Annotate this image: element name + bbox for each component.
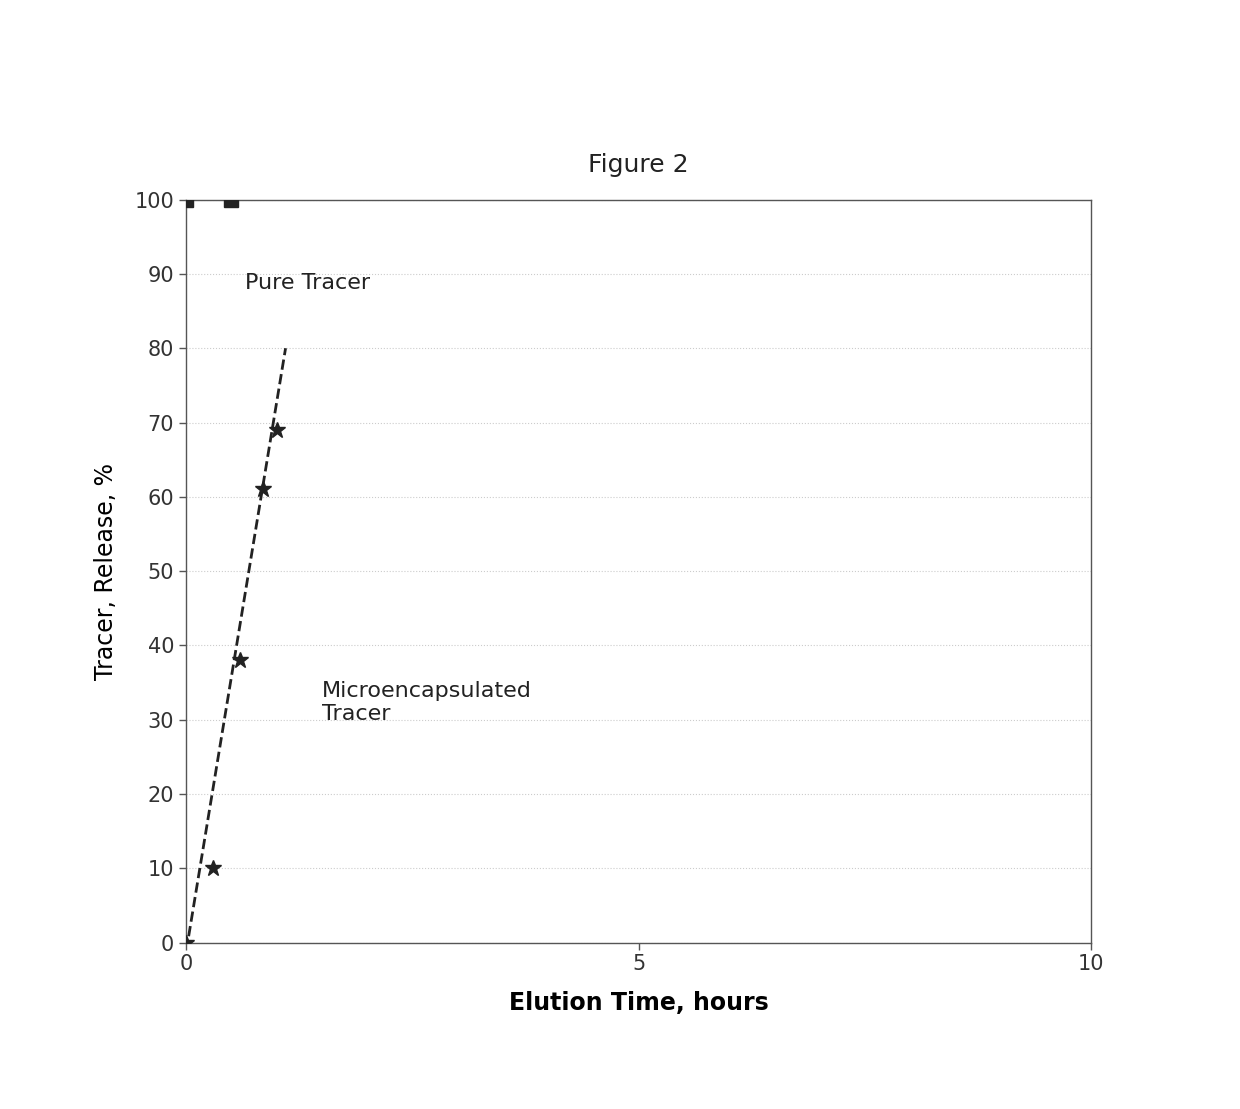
- Title: Figure 2: Figure 2: [588, 153, 689, 176]
- X-axis label: Elution Time, hours: Elution Time, hours: [508, 991, 769, 1015]
- Text: Microencapsulated
Tracer: Microencapsulated Tracer: [322, 681, 532, 724]
- Y-axis label: Tracer, Release, %: Tracer, Release, %: [94, 462, 118, 680]
- Text: Pure Tracer: Pure Tracer: [244, 273, 370, 293]
